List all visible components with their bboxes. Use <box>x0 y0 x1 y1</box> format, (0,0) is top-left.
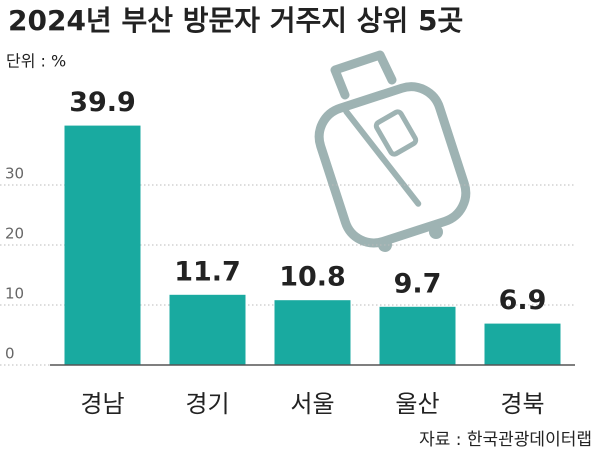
x-tick-label: 경기 <box>185 390 229 418</box>
bar <box>64 125 141 365</box>
bar <box>484 323 561 365</box>
x-tick-label: 경남 <box>80 390 124 418</box>
data-label: 9.7 <box>394 268 442 299</box>
data-label: 6.9 <box>499 285 547 316</box>
source-note: 자료 : 한국관광데이터랩 <box>419 430 592 450</box>
data-label: 11.7 <box>174 256 241 287</box>
y-tick-label: 30 <box>5 165 24 183</box>
data-label: 39.9 <box>69 87 136 118</box>
bar <box>274 300 351 365</box>
bar <box>379 306 456 365</box>
bar <box>169 294 246 365</box>
unit-label: 단위 : % <box>6 52 66 71</box>
y-tick-label: 0 <box>5 345 15 363</box>
x-tick-label: 서울 <box>290 390 334 418</box>
y-tick-label: 10 <box>5 285 24 303</box>
x-tick-label: 경북 <box>500 390 544 418</box>
data-label: 10.8 <box>279 262 346 293</box>
chart-title: 2024년 부산 방문자 거주지 상위 5곳 <box>8 4 463 37</box>
suitcase-icon <box>314 50 471 252</box>
x-tick-label: 울산 <box>395 390 439 418</box>
y-tick-label: 20 <box>5 225 24 243</box>
